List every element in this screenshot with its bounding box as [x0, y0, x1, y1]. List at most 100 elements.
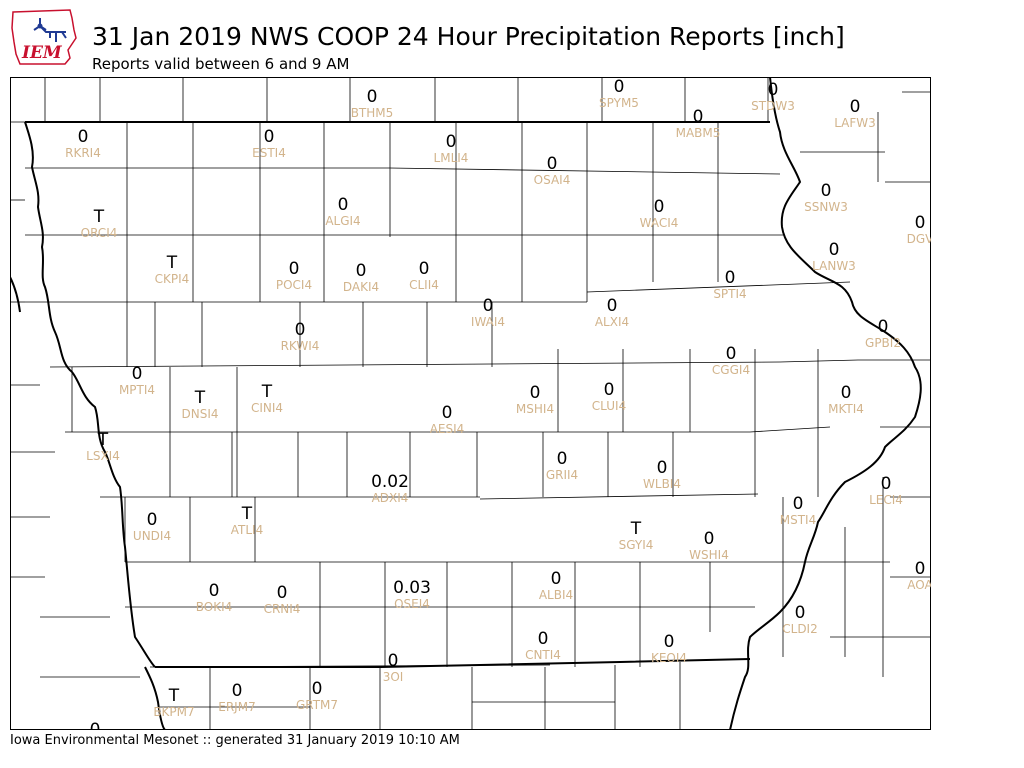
precip-map: 0BTHM50SPYM50STDW30MABM50LAFW30RKRI40EST…: [10, 77, 931, 730]
station-id: LSXI4: [86, 449, 120, 463]
precip-value: T: [630, 519, 642, 539]
station-id: MKTI4: [828, 402, 864, 416]
precip-value: T: [166, 253, 178, 273]
station-id: GRTM7: [296, 698, 338, 712]
station-unlabeled: 0: [90, 720, 101, 730]
precip-value: 0: [878, 317, 889, 337]
station-id: CRNI4: [264, 602, 301, 616]
precip-value: 0: [442, 403, 453, 423]
logo-text: IEM: [21, 43, 63, 63]
precip-value: 0: [232, 681, 243, 701]
station-id: SSNW3: [804, 200, 848, 214]
station-id: WLBI4: [643, 477, 681, 491]
precip-value: 0: [78, 127, 89, 147]
precip-value: 0: [829, 240, 840, 260]
precip-value: 0: [356, 261, 367, 281]
station-id: CLUI4: [592, 399, 626, 413]
precip-value: 0: [547, 154, 558, 174]
station-id: CNTI4: [525, 648, 561, 662]
precip-value: 0.02: [371, 472, 409, 492]
precip-value: 0: [821, 181, 832, 201]
station-id: CLII4: [409, 278, 439, 292]
precip-value: T: [241, 504, 253, 524]
station-id: ESTI4: [252, 146, 286, 160]
station-id: RKRI4: [65, 146, 101, 160]
precip-value: 0.03: [393, 578, 431, 598]
station-id: MABM5: [676, 126, 721, 140]
precip-value: 0: [850, 97, 861, 117]
precip-value: 0: [551, 569, 562, 589]
station-id: LANW3: [812, 259, 856, 273]
station-id: ERJM7: [218, 700, 255, 714]
station-id: LMLI4: [434, 151, 469, 165]
station-id: GRII4: [546, 468, 578, 482]
station-id: BOKI4: [196, 600, 233, 614]
precip-value: 0: [419, 259, 430, 279]
precip-value: 0: [446, 132, 457, 152]
precip-value: 0: [367, 87, 378, 107]
page-title: 31 Jan 2019 NWS COOP 24 Hour Precipitati…: [92, 22, 845, 51]
footer-credit: Iowa Environmental Mesonet :: generated …: [10, 733, 460, 748]
iem-logo: IEM: [10, 8, 78, 66]
precip-value: T: [194, 388, 206, 408]
station-id: SPTI4: [713, 287, 746, 301]
precip-value: T: [93, 207, 105, 227]
precip-value: 0: [132, 364, 143, 384]
station-id: SPYM5: [599, 96, 639, 110]
precip-value: T: [97, 430, 109, 450]
precip-value: 0: [312, 679, 323, 699]
precip-value: 0: [654, 197, 665, 217]
station-id: WSHI4: [689, 548, 729, 562]
station-id: LECI4: [869, 493, 903, 507]
page-subtitle: Reports valid between 6 and 9 AM: [92, 55, 350, 73]
precip-value: 0: [538, 629, 549, 649]
station-id: DGV: [907, 232, 931, 246]
station-id: MPTI4: [119, 383, 155, 397]
station-id: DNSI4: [181, 407, 218, 421]
precip-value: 0: [793, 494, 804, 514]
state-lines: [10, 77, 922, 730]
precip-value: 0: [277, 583, 288, 603]
precip-value: 0: [289, 259, 300, 279]
station-id: ORCI4: [81, 226, 118, 240]
station-id: RKWI4: [281, 339, 320, 353]
precip-value: T: [261, 382, 273, 402]
station-id: ALBI4: [539, 588, 573, 602]
precip-value: 0: [795, 603, 806, 623]
precip-value: 0: [388, 651, 399, 671]
precip-value: 0: [338, 195, 349, 215]
station-id: CLDI2: [782, 622, 817, 636]
precip-value: 0: [841, 383, 852, 403]
precip-value: 0: [915, 559, 926, 579]
station-id: SGYI4: [619, 538, 654, 552]
